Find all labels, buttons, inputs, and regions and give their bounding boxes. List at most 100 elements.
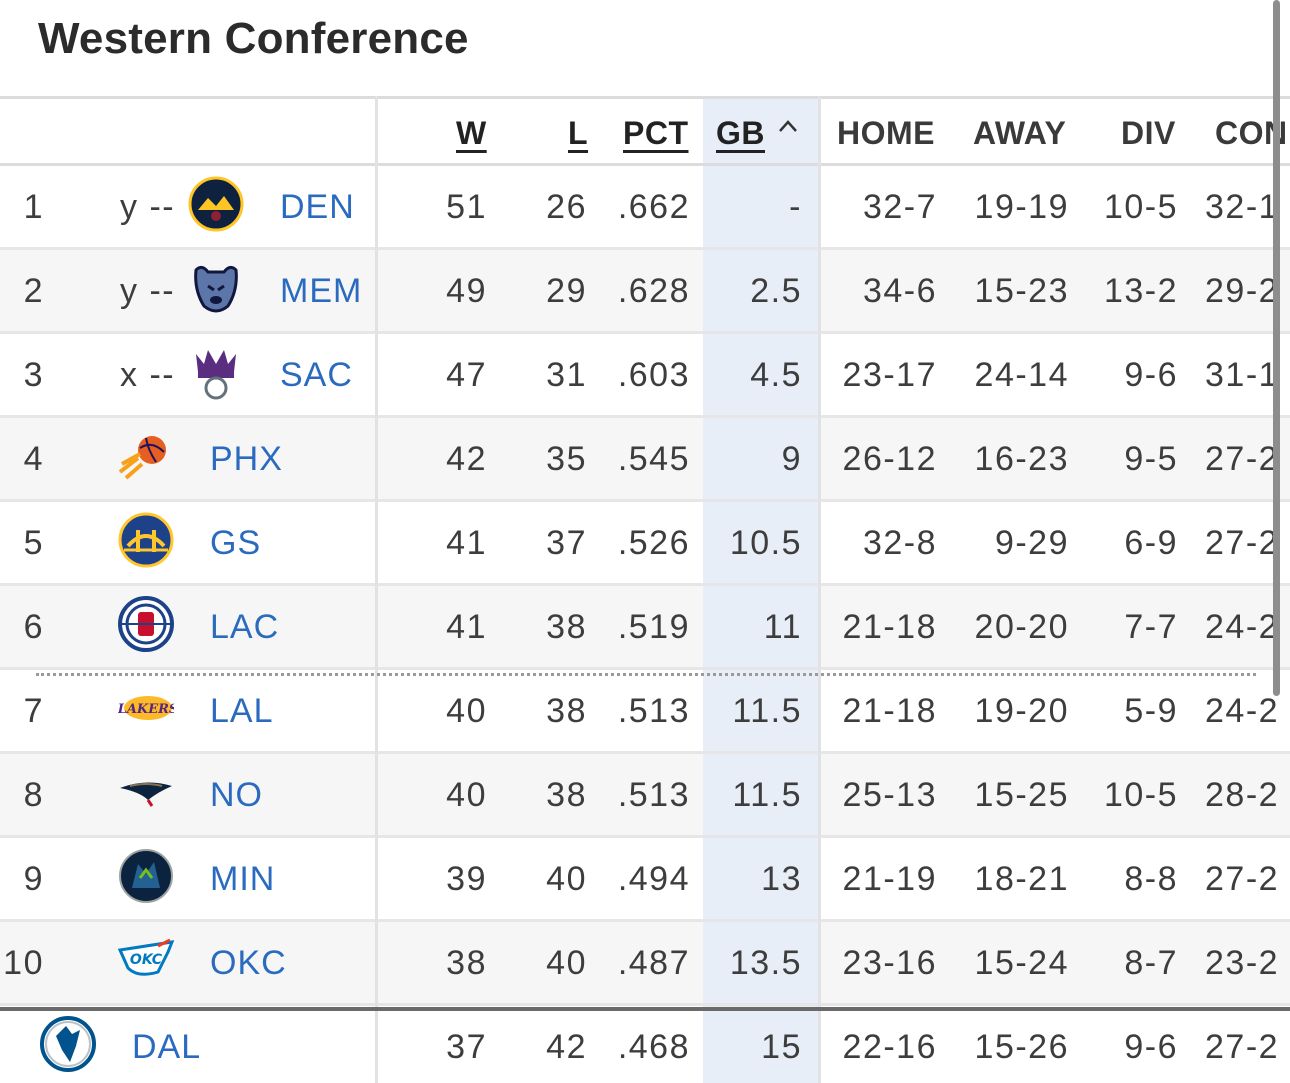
losses-cell: 42 bbox=[546, 1028, 587, 1066]
losses-cell: 38 bbox=[546, 608, 587, 646]
nuggets-logo-icon bbox=[188, 176, 244, 232]
pct-cell: .513 bbox=[617, 776, 690, 814]
table-row[interactable]: 8 NO 40 38 .513 11.5 25-13 15-25 10-5 28-2 bbox=[0, 754, 1290, 838]
header-home[interactable]: HOME bbox=[837, 115, 935, 151]
conference-record-cell: 23-2 bbox=[1205, 944, 1280, 982]
conference-record-cell: 27-2 bbox=[1205, 524, 1280, 562]
clinch-indicator: x -- bbox=[120, 356, 176, 394]
header-gb[interactable]: GB bbox=[716, 115, 765, 151]
away-record-cell: 16-23 bbox=[974, 440, 1069, 478]
gb-cell: 11.5 bbox=[732, 692, 802, 730]
gb-cell: 9 bbox=[781, 440, 802, 478]
away-record-cell: 15-23 bbox=[974, 272, 1069, 310]
pct-cell: .519 bbox=[617, 608, 690, 646]
header-div[interactable]: DIV bbox=[1121, 115, 1176, 151]
header-l[interactable]: L bbox=[568, 115, 589, 151]
table-row[interactable]: 2 y -- MEM 49 29 .628 2.5 34-6 15-23 13-2 29-2 bbox=[0, 250, 1290, 334]
kings-logo-icon bbox=[188, 344, 244, 400]
header-away[interactable]: AWAY bbox=[973, 115, 1067, 151]
column-divider bbox=[818, 96, 821, 1083]
table-row[interactable]: DAL 37 42 .468 15 22-16 15-26 9-6 27-2 bbox=[0, 1006, 1290, 1083]
losses-cell: 31 bbox=[546, 356, 587, 394]
header-pct[interactable]: PCT bbox=[623, 115, 689, 151]
conference-record-cell: 31-1 bbox=[1205, 356, 1280, 394]
table-row[interactable]: 6 LAC 41 38 .519 11 21-18 20-20 7-7 24-2 bbox=[0, 586, 1290, 670]
clinch-indicator: y -- bbox=[120, 272, 176, 310]
gb-cell: 4.5 bbox=[750, 356, 802, 394]
table-row[interactable]: 5 GS 41 37 .526 10.5 32-8 9-29 6-9 27-2 bbox=[0, 502, 1290, 586]
chevron-up-icon[interactable] bbox=[778, 119, 798, 133]
home-record-cell: 23-16 bbox=[842, 944, 937, 982]
team-link[interactable]: DEN bbox=[280, 188, 355, 226]
team-link[interactable]: OKC bbox=[210, 944, 287, 982]
scrollbar-thumb[interactable] bbox=[1273, 0, 1280, 696]
conference-record-cell: 24-2 bbox=[1205, 692, 1280, 730]
pct-cell: .628 bbox=[617, 272, 690, 310]
away-record-cell: 15-24 bbox=[974, 944, 1069, 982]
away-record-cell: 15-25 bbox=[974, 776, 1069, 814]
team-link[interactable]: LAC bbox=[210, 608, 280, 646]
grizzlies-logo-icon bbox=[188, 260, 244, 316]
table-header: W L PCT GB HOME AWAY DIV CON bbox=[0, 96, 1290, 166]
column-divider bbox=[375, 96, 378, 1083]
losses-cell: 37 bbox=[546, 524, 587, 562]
away-record-cell: 9-29 bbox=[994, 524, 1069, 562]
pct-cell: .487 bbox=[617, 944, 690, 982]
sorted-column-cell-bg bbox=[703, 250, 818, 331]
team-link[interactable]: MEM bbox=[280, 272, 363, 310]
thunder-logo-icon: OKC bbox=[117, 932, 175, 988]
away-record-cell: 19-19 bbox=[974, 188, 1069, 226]
table-row[interactable]: 4 PHX 42 35 .545 9 26-12 16-23 9-5 27-2 bbox=[0, 418, 1290, 502]
table-row[interactable]: 1 y -- DEN 51 26 .662 - 32-7 19-19 10-5 32-1 bbox=[0, 166, 1290, 250]
team-link[interactable]: SAC bbox=[280, 356, 353, 394]
conference-record-cell: 29-2 bbox=[1205, 272, 1280, 310]
home-record-cell: 25-13 bbox=[842, 776, 937, 814]
losses-cell: 38 bbox=[546, 776, 587, 814]
home-record-cell: 32-8 bbox=[862, 524, 937, 562]
timberwolves-logo-icon bbox=[118, 848, 174, 904]
pct-cell: .468 bbox=[617, 1028, 690, 1066]
gb-cell: 13 bbox=[761, 860, 802, 898]
pct-cell: .603 bbox=[617, 356, 690, 394]
home-record-cell: 21-19 bbox=[842, 860, 937, 898]
losses-cell: 40 bbox=[546, 860, 587, 898]
losses-cell: 40 bbox=[546, 944, 587, 982]
team-link[interactable]: LAL bbox=[210, 692, 274, 730]
table-row[interactable]: 9 MIN 39 40 .494 13 21-19 18-21 8-8 27-2 bbox=[0, 838, 1290, 922]
pct-cell: .662 bbox=[617, 188, 690, 226]
team-link[interactable]: DAL bbox=[132, 1028, 202, 1066]
conference-record-cell: 27-2 bbox=[1205, 1028, 1280, 1066]
sorted-column-cell-bg bbox=[703, 418, 818, 499]
team-link[interactable]: MIN bbox=[210, 860, 276, 898]
conference-record-cell: 28-2 bbox=[1205, 776, 1280, 814]
sorted-column-cell-bg bbox=[703, 754, 818, 835]
pct-cell: .545 bbox=[617, 440, 690, 478]
rank-cell: 10 bbox=[3, 944, 44, 982]
away-record-cell: 24-14 bbox=[974, 356, 1069, 394]
team-link[interactable]: GS bbox=[210, 524, 262, 562]
division-record-cell: 10-5 bbox=[1103, 188, 1178, 226]
table-row[interactable]: 10 OKC OKC 38 40 .487 13.5 23-16 15-24 8-7 23-2 bbox=[0, 922, 1290, 1006]
team-link[interactable]: NO bbox=[210, 776, 263, 814]
suns-logo-icon bbox=[118, 428, 174, 484]
losses-cell: 35 bbox=[546, 440, 587, 478]
rank-cell: 8 bbox=[23, 776, 44, 814]
home-record-cell: 32-7 bbox=[862, 188, 937, 226]
svg-text:OKC: OKC bbox=[130, 952, 163, 968]
pelicans-logo-icon bbox=[118, 764, 174, 820]
rank-cell: 9 bbox=[23, 860, 44, 898]
header-w[interactable]: W bbox=[456, 115, 487, 151]
wins-cell: 51 bbox=[446, 188, 487, 226]
gb-cell: 13.5 bbox=[729, 944, 802, 982]
conference-record-cell: 27-2 bbox=[1205, 860, 1280, 898]
away-record-cell: 19-20 bbox=[974, 692, 1069, 730]
home-record-cell: 21-18 bbox=[842, 692, 937, 730]
gb-cell: 15 bbox=[761, 1028, 802, 1066]
table-row[interactable]: 3 x -- SAC 47 31 .603 4.5 23-17 24-14 9-6 31-1 bbox=[0, 334, 1290, 418]
team-link[interactable]: PHX bbox=[210, 440, 283, 478]
wins-cell: 42 bbox=[446, 440, 487, 478]
sorted-column-cell-bg bbox=[703, 502, 818, 583]
conference-record-cell: 27-2 bbox=[1205, 440, 1280, 478]
mavericks-logo-icon bbox=[40, 1016, 96, 1072]
table-row[interactable]: 7 LAKERS LAL 40 38 .513 11.5 21-18 19-20 5-9 24-2 bbox=[0, 670, 1290, 754]
